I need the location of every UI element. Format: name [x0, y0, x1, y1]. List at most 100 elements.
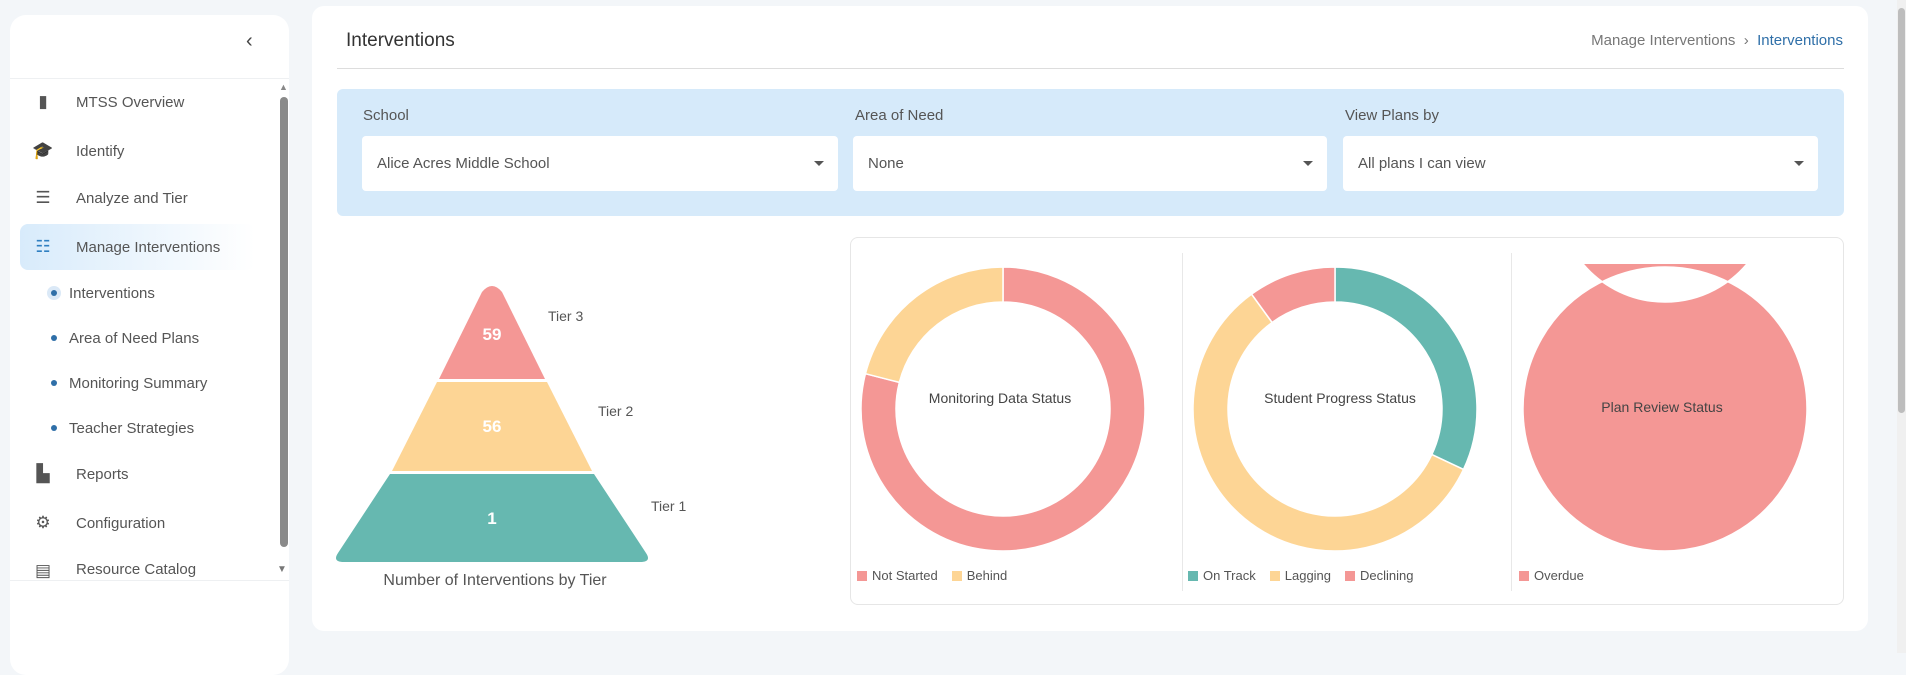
sidebar	[10, 15, 289, 675]
page-title: Interventions	[346, 30, 455, 51]
view-plans-by-select-value: All plans I can view	[1358, 155, 1486, 172]
divider	[10, 580, 289, 581]
area-of-need-label: Area of Need	[855, 107, 944, 124]
donut-slice-overdue[interactable]	[1522, 264, 1808, 552]
nav-label: Configuration	[76, 514, 166, 532]
caret-down-icon	[814, 161, 824, 166]
caret-down-icon	[1794, 161, 1804, 166]
tier-3-segment[interactable]	[439, 286, 545, 379]
divider	[1511, 253, 1512, 591]
student-progress-status-donut	[1192, 266, 1478, 552]
bullet-icon	[51, 425, 57, 431]
monitoring-data-status-title: Monitoring Data Status	[928, 390, 1072, 406]
plan-review-status-donut	[1522, 264, 1808, 552]
nav-label: Analyze and Tier	[76, 189, 188, 207]
legend-swatch	[951, 571, 962, 581]
donut-slice-lagging[interactable]	[1192, 293, 1465, 552]
collapse-sidebar-icon[interactable]: ‹	[246, 30, 253, 52]
legend-label: Behind	[966, 568, 1008, 583]
pyramid-chart-title: Number of Interventions by Tier	[383, 572, 607, 589]
sidebar-item-mtss-overview[interactable]: ▮ MTSS Overview	[20, 79, 255, 125]
legend-item[interactable]: On Track	[1188, 568, 1256, 583]
legend-item[interactable]: Overdue	[1519, 568, 1584, 583]
graduation-cap-icon: 🎓	[32, 141, 54, 160]
tier-1-value: 1	[487, 509, 496, 528]
document-icon: ▤	[34, 561, 52, 580]
plan-review-legend: Overdue	[1519, 568, 1584, 583]
tier-1-label: Tier 1	[651, 498, 686, 514]
scroll-up-icon[interactable]: ▲	[279, 82, 288, 92]
breadcrumb: Manage Interventions › Interventions	[1591, 32, 1843, 49]
tier-2-value: 56	[483, 417, 502, 436]
donut-slice-not-started[interactable]	[860, 266, 1146, 552]
sidebar-item-analyze-and-tier[interactable]: ☰ Analyze and Tier	[20, 175, 255, 221]
area-of-need-select-value: None	[868, 155, 904, 172]
sidebar-scrollbar-thumb[interactable]	[280, 97, 288, 547]
bullet-icon	[51, 290, 57, 296]
breadcrumb-separator: ›	[1743, 32, 1749, 49]
view-plans-by-select[interactable]: All plans I can view	[1343, 136, 1818, 191]
tier-1-segment[interactable]	[336, 474, 648, 562]
tier-3-value: 59	[483, 325, 502, 344]
monitoring-legend: Not Started Behind	[857, 568, 1007, 583]
donut-slice-on-track[interactable]	[1334, 266, 1478, 471]
nav-label: MTSS Overview	[76, 93, 185, 111]
plan-review-status-title: Plan Review Status	[1601, 399, 1723, 415]
tier-3-label: Tier 3	[548, 308, 583, 324]
legend-label: On Track	[1203, 568, 1256, 583]
monitoring-data-status-donut	[860, 266, 1146, 552]
school-select-value: Alice Acres Middle School	[377, 155, 550, 172]
nav-label: Reports	[76, 465, 129, 483]
bullet-icon	[51, 335, 57, 341]
student-progress-status-title: Student Progress Status	[1264, 390, 1416, 406]
view-plans-by-label: View Plans by	[1345, 107, 1439, 124]
school-label: School	[363, 107, 409, 124]
nav-label: Area of Need Plans	[69, 329, 200, 347]
scroll-down-icon[interactable]: ▼	[277, 564, 287, 575]
legend-item[interactable]: Lagging	[1269, 568, 1332, 583]
donut-slice-declining[interactable]	[1250, 266, 1336, 324]
nav-label: Manage Interventions	[76, 238, 221, 256]
bar-chart-icon: ▮	[38, 92, 48, 111]
sidebar-subitem-area-of-need-plans[interactable]: Area of Need Plans	[20, 318, 255, 358]
breadcrumb-current: Interventions	[1757, 32, 1843, 49]
gear-icon: ⚙	[35, 513, 51, 532]
legend-label: Declining	[1360, 568, 1414, 583]
bullet-icon	[51, 380, 57, 386]
sidebar-item-configuration[interactable]: ⚙ Configuration	[20, 500, 255, 546]
nav-label: Resource Catalog	[76, 561, 197, 578]
divider	[1182, 253, 1183, 591]
legend-label: Overdue	[1534, 568, 1584, 583]
divider	[10, 78, 289, 79]
legend-label: Lagging	[1284, 568, 1332, 583]
legend-item[interactable]: Not Started	[857, 568, 938, 583]
sidebar-item-reports[interactable]: ▙ Reports	[20, 451, 255, 497]
legend-swatch	[857, 571, 867, 581]
breadcrumb-link[interactable]: Manage Interventions	[1591, 32, 1736, 49]
nav-label: Interventions	[69, 284, 155, 302]
nav-label: Monitoring Summary	[69, 374, 208, 392]
area-of-need-select[interactable]: None	[853, 136, 1327, 191]
legend-item[interactable]: Behind	[951, 568, 1008, 583]
sliders-icon: ☷	[35, 237, 51, 256]
donut-slice-behind[interactable]	[864, 266, 1004, 384]
legend-item[interactable]: Declining	[1345, 568, 1414, 583]
page-scrollbar-thumb[interactable]	[1898, 8, 1905, 413]
legend-label: Not Started	[872, 568, 938, 583]
school-select[interactable]: Alice Acres Middle School	[362, 136, 838, 191]
sidebar-subitem-interventions[interactable]: Interventions	[20, 273, 255, 313]
caret-down-icon	[1303, 161, 1313, 166]
list-search-icon: ☰	[35, 188, 51, 207]
legend-swatch	[1345, 571, 1356, 581]
nav-label: Teacher Strategies	[69, 419, 195, 437]
tier-2-label: Tier 2	[598, 403, 633, 419]
sidebar-item-identify[interactable]: 🎓 Identify	[20, 128, 255, 174]
sidebar-subitem-monitoring-summary[interactable]: Monitoring Summary	[20, 363, 255, 403]
sidebar-item-manage-interventions[interactable]: ☷ Manage Interventions	[20, 224, 255, 270]
status-charts-panel	[850, 237, 1844, 605]
sidebar-item-resource-catalog[interactable]: ▤ Resource Catalog	[20, 547, 255, 580]
tier-2-segment[interactable]	[392, 382, 592, 471]
legend-swatch	[1188, 571, 1198, 581]
sidebar-subitem-teacher-strategies[interactable]: Teacher Strategies	[20, 408, 255, 448]
divider	[337, 68, 1844, 69]
